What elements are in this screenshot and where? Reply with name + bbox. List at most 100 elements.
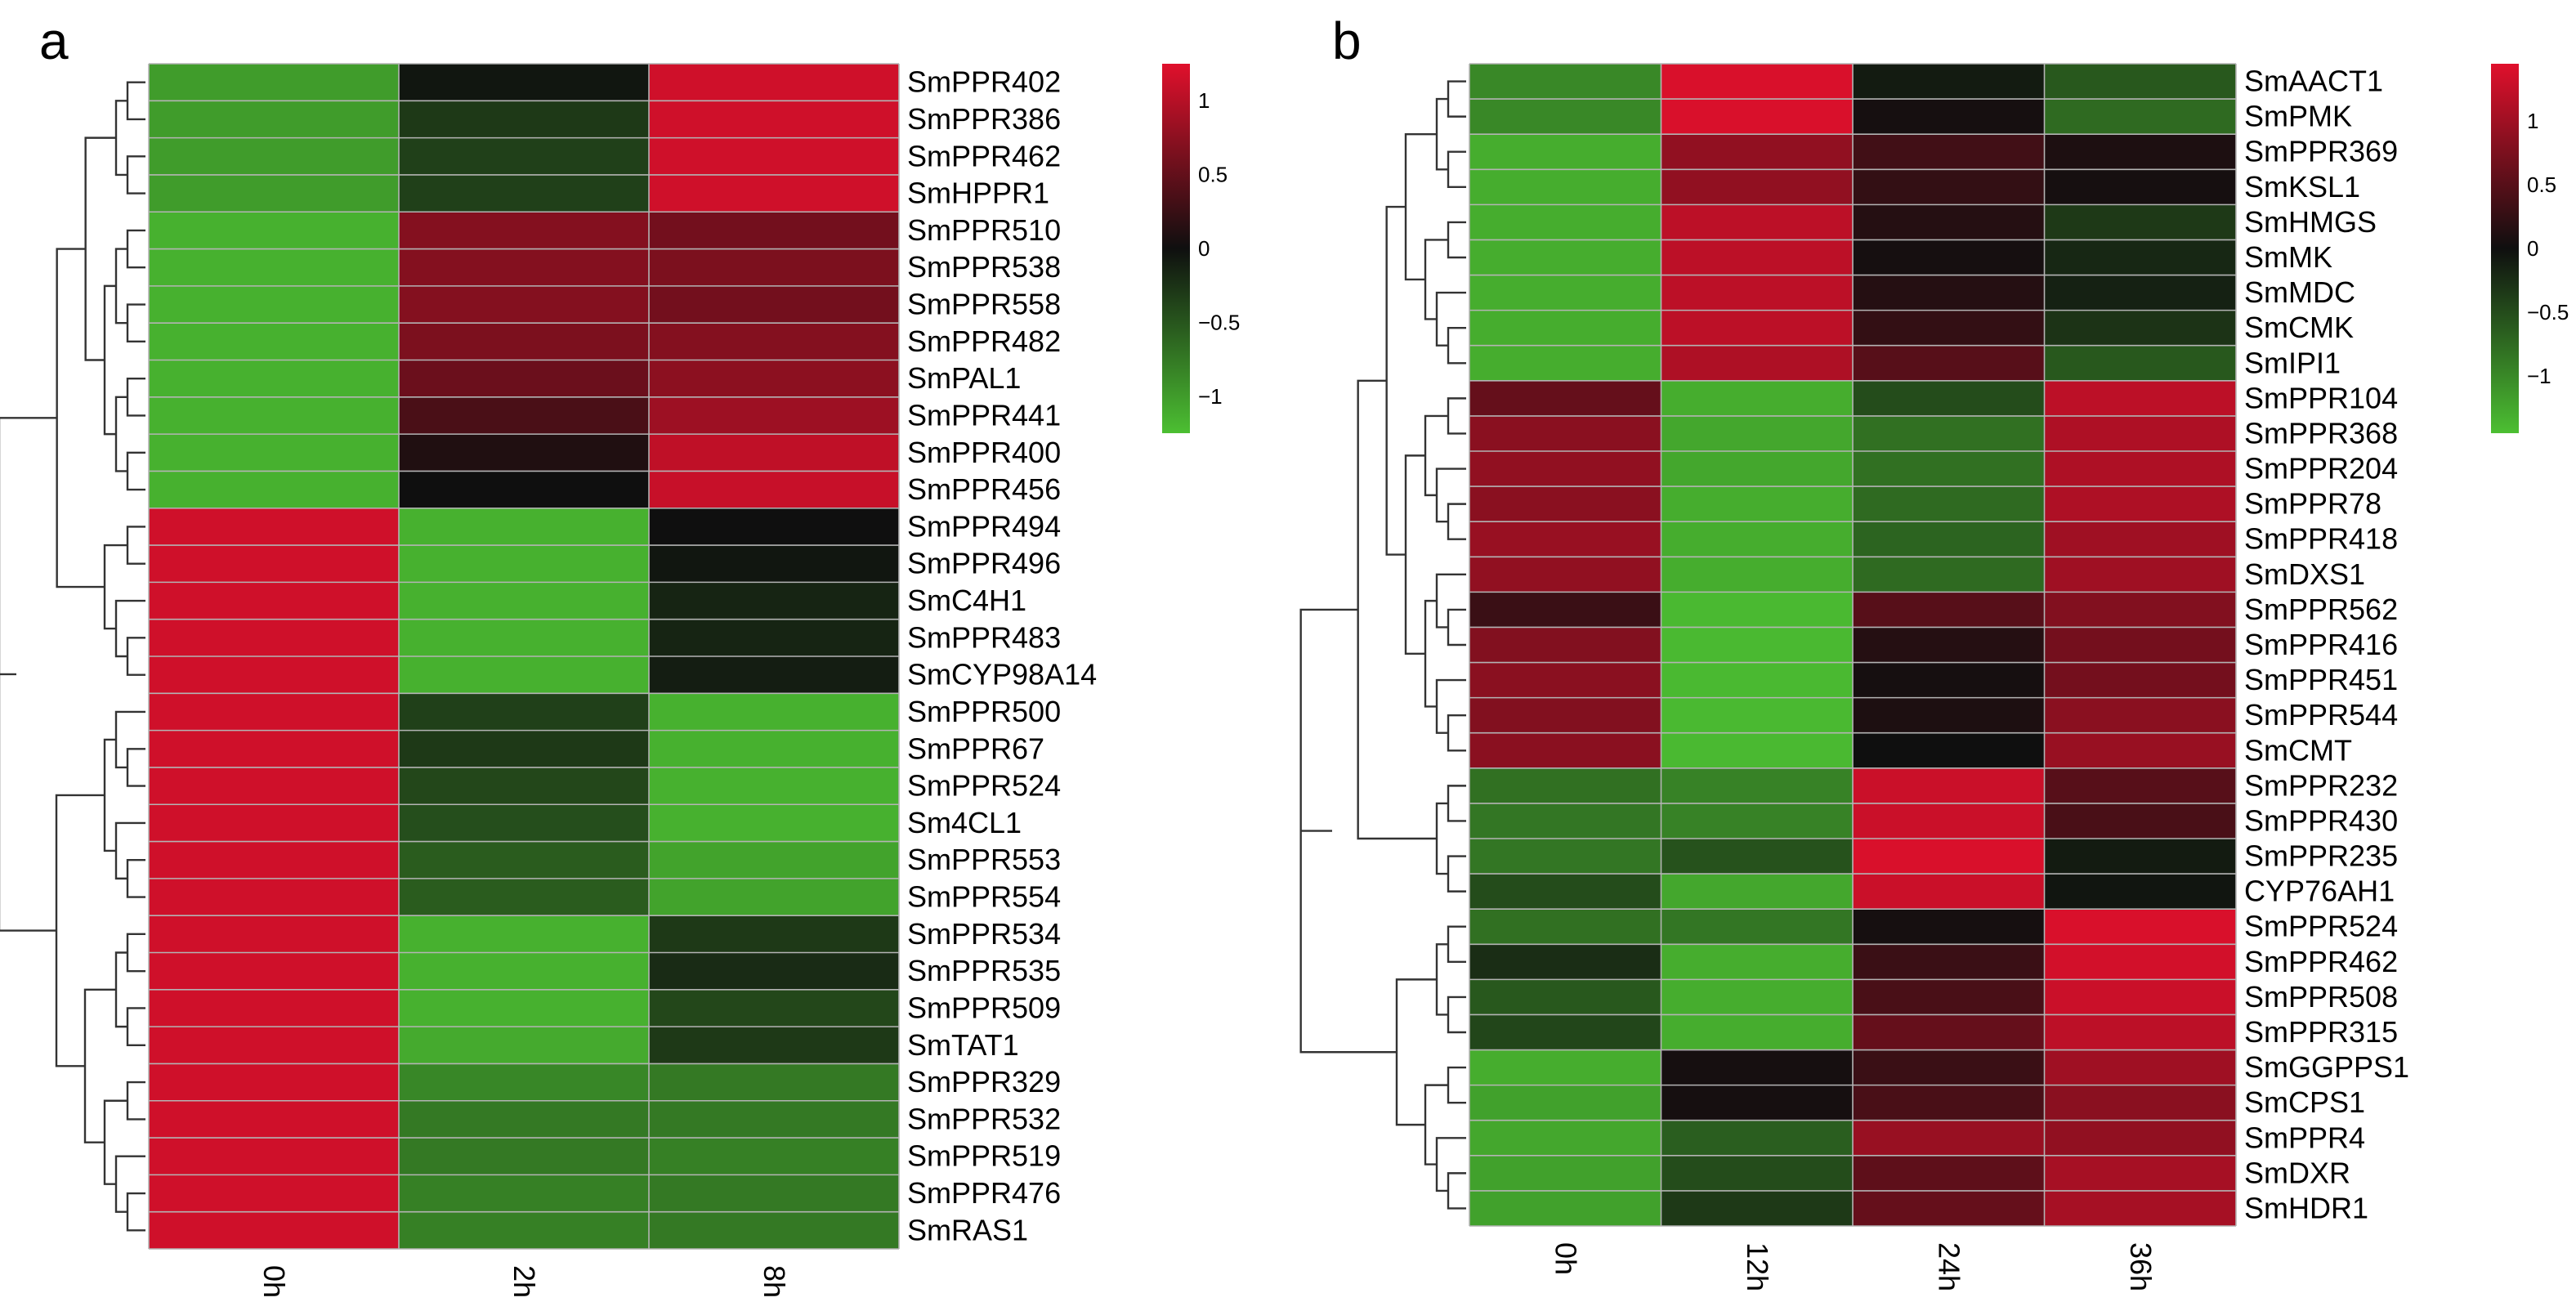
row-dendrogram-a [0,81,145,1232]
heatmap-cell [1853,697,2045,733]
row-label: SmPPR441 [907,398,1061,432]
heatmap-cell [399,656,649,694]
heatmap-cell [149,1175,399,1212]
colorbar-a: 1 0.5 0 −0.5 −1 [1162,64,1240,433]
dendrogram-branch [1447,80,1466,118]
heatmap-cell [2044,1014,2236,1050]
heatmap-cell [149,248,399,286]
row-label: SmPPR534 [907,917,1061,951]
heatmap-cell [399,582,649,620]
heatmap-cell [399,804,649,842]
heatmap-cell [1661,592,1853,628]
heatmap-cell [149,396,399,435]
heatmap-cell [1469,732,1661,768]
heatmap-cell [1853,944,2045,980]
heatmap-cell [649,545,899,583]
dendrogram-branch [103,738,116,852]
heatmap-cell [149,137,399,175]
row-label: SmPPR402 [907,65,1061,99]
heatmap-cell [1661,275,1853,311]
heatmap-cell [149,323,399,360]
colorbar-gradient [1162,64,1190,433]
heatmap-cell [1661,99,1853,135]
heatmap-cell [2044,380,2236,416]
heatmap-cell [1661,944,1853,980]
heatmap-cell [399,989,649,1027]
heatmap-cell [149,471,399,508]
heatmap-cell [399,1027,649,1064]
row-label: SmPPR78 [2244,487,2381,521]
row-label: SmGGPPS1 [2244,1050,2409,1084]
row-label: SmPPR544 [2244,698,2398,732]
dendrogram-branch [1435,573,1466,629]
heatmap-cell [149,174,399,213]
heatmap-cell [1661,1085,1853,1121]
heatmap-cell [649,508,899,546]
heatmap-cell [2044,874,2236,910]
row-label: SmPPR510 [907,213,1061,247]
heatmap-cell [149,952,399,990]
heatmap-cell [399,434,649,472]
heatmap-cell [2044,979,2236,1015]
column-labels-b: 0h 12h 24h 36h [1549,1242,2158,1291]
row-label: SmPMK [2244,100,2352,133]
dendrogram-branch [83,988,116,1143]
heatmap-cell [2044,134,2236,170]
heatmap-cell [1661,767,1853,803]
row-label: SmRAS1 [907,1213,1028,1246]
heatmap-cell [1853,1120,2045,1156]
row-label: SmPPR500 [907,695,1061,728]
heatmap-cell [1661,1155,1853,1191]
row-label: SmPPR494 [907,509,1061,543]
colorbar-tick-label: −0.5 [2527,300,2569,324]
heatmap-cell [649,248,899,286]
heatmap-cell [2044,99,2236,135]
dendrogram-branch [126,303,145,343]
heatmap-cell [399,508,649,546]
heatmap-cell [1661,380,1853,416]
heatmap-cell [1469,345,1661,381]
heatmap-cells-a [148,63,900,1250]
heatmap-cell [399,248,649,286]
heatmap-cell [1853,486,2045,522]
row-label: SmPPR315 [2244,1015,2398,1049]
dendrogram-branch [1435,943,1448,1016]
heatmap-cell [1661,803,1853,839]
heatmap-cell [1469,839,1661,875]
heatmap-cell [2044,1120,2236,1156]
heatmap-cell [1661,64,1853,100]
colorbar-b: 1 0.5 0 −0.5 −1 [2491,64,2569,433]
heatmap-cell [399,767,649,805]
heatmap-cell [649,582,899,620]
heatmap-cell [1853,662,2045,698]
heatmap-cell [649,693,899,731]
heatmap-cell [1469,697,1661,733]
row-label: SmPPR553 [907,843,1061,876]
dendrogram-branch [1447,1172,1466,1210]
heatmap-cell [2044,521,2236,557]
panel-label-a: a [39,11,69,70]
heatmap-cell [2044,345,2236,381]
heatmap-cell [149,582,399,620]
row-label: SmPPR67 [907,732,1044,765]
dendrogram-branch [1447,714,1466,752]
heatmap-cell [1853,1049,2045,1085]
row-label: SmPPR232 [2244,768,2398,802]
dendrogram-branch [126,637,145,676]
heatmap-cell [649,656,899,694]
heatmap-cell [1469,204,1661,240]
dendrogram-branch [55,794,105,1067]
row-label: SmPPR104 [2244,381,2398,414]
column-labels-a: 0h 2h 8h [257,1265,791,1298]
colorbar-tick-label: 0.5 [2527,172,2556,197]
heatmap-cell [649,989,899,1027]
row-label: SmPPR562 [2244,593,2398,626]
heatmap-cell [2044,310,2236,346]
heatmap-cell [149,730,399,767]
dendrogram-branch [1357,379,1437,840]
row-labels-a: SmPPR402SmPPR386SmPPR462SmHPPR1SmPPR510S… [907,65,1097,1247]
heatmap-cell [1661,1120,1853,1156]
heatmap-cell [1469,662,1661,698]
heatmap-cell [1661,451,1853,487]
heatmap-cell [2044,451,2236,487]
